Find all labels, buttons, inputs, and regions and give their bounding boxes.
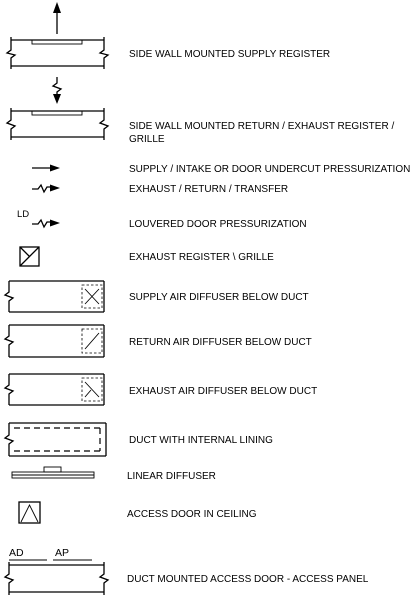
legend-row-louvered-door: LD LOUVERED DOOR PRESSURIZATION <box>17 209 307 230</box>
exhaust-register-symbol <box>19 246 40 267</box>
legend-row-exhaust-diffuser: EXHAUST AIR DIFFUSER BELOW DUCT <box>3 373 317 406</box>
exhaust-diffuser-symbol <box>3 373 105 406</box>
legend-row-side-wall-supply: SIDE WALL MOUNTED SUPPLY REGISTER <box>5 2 330 69</box>
label-access-door-ceiling: ACCESS DOOR IN CEILING <box>127 509 257 520</box>
legend-row-exhaust-arrow: EXHAUST / RETURN / TRANSFER <box>32 183 288 195</box>
louvered-door-ld-text: LD <box>17 209 29 220</box>
label-linear-diffuser: LINEAR DIFFUSER <box>127 471 216 482</box>
label-supply-arrow: SUPPLY / INTAKE OR DOOR UNDERCUT PRESSUR… <box>129 164 410 175</box>
label-return-diffuser: RETURN AIR DIFFUSER BELOW DUCT <box>129 337 312 348</box>
linear-diffuser-symbol <box>11 466 95 479</box>
return-diffuser-symbol <box>3 324 105 358</box>
label-louvered-door: LOUVERED DOOR PRESSURIZATION <box>129 219 307 230</box>
side-wall-return-register-symbol <box>5 77 110 140</box>
legend-row-exhaust-register: EXHAUST REGISTER \ GRILLE <box>19 246 274 267</box>
legend-row-supply-diffuser: SUPPLY AIR DIFFUSER BELOW DUCT <box>3 280 309 313</box>
exhaust-arrow-symbol <box>32 183 60 194</box>
label-exhaust-diffuser: EXHAUST AIR DIFFUSER BELOW DUCT <box>129 386 317 397</box>
label-duct-lining: DUCT WITH INTERNAL LINING <box>129 435 273 446</box>
label-supply-diffuser: SUPPLY AIR DIFFUSER BELOW DUCT <box>129 292 309 303</box>
label-side-wall-return-line-2: GRILLE <box>129 134 165 145</box>
louvered-door-symbol: LD <box>17 209 60 229</box>
label-duct-access-door: DUCT MOUNTED ACCESS DOOR - ACCESS PANEL <box>127 574 369 585</box>
label-side-wall-return-line-1: SIDE WALL MOUNTED RETURN / EXHAUST REGIS… <box>129 121 394 132</box>
legend-row-side-wall-return: SIDE WALL MOUNTED RETURN / EXHAUST REGIS… <box>5 77 394 145</box>
duct-access-door-symbol: AD AP <box>3 547 110 595</box>
legend-row-duct-lining: DUCT WITH INTERNAL LINING <box>3 422 273 457</box>
legend-row-supply-arrow: SUPPLY / INTAKE OR DOOR UNDERCUT PRESSUR… <box>32 164 410 175</box>
access-door-ceiling-symbol <box>18 501 41 524</box>
duct-access-door-ap-text: AP <box>55 547 69 559</box>
legend-row-duct-access-door: AD AP DUCT MOUNTED ACCESS DOOR - ACCESS … <box>3 547 369 595</box>
legend-row-linear-diffuser: LINEAR DIFFUSER <box>11 466 216 482</box>
side-wall-supply-register-symbol <box>5 2 110 69</box>
legend-row-return-diffuser: RETURN AIR DIFFUSER BELOW DUCT <box>3 324 312 358</box>
label-side-wall-supply: SIDE WALL MOUNTED SUPPLY REGISTER <box>129 49 330 60</box>
duct-lining-symbol <box>3 422 107 457</box>
legend-row-access-door-ceiling: ACCESS DOOR IN CEILING <box>18 501 257 524</box>
supply-diffuser-symbol <box>3 280 105 313</box>
label-exhaust-arrow: EXHAUST / RETURN / TRANSFER <box>129 184 288 195</box>
label-exhaust-register: EXHAUST REGISTER \ GRILLE <box>129 252 274 263</box>
duct-access-door-ad-text: AD <box>9 547 24 559</box>
supply-arrow-symbol <box>32 164 60 172</box>
